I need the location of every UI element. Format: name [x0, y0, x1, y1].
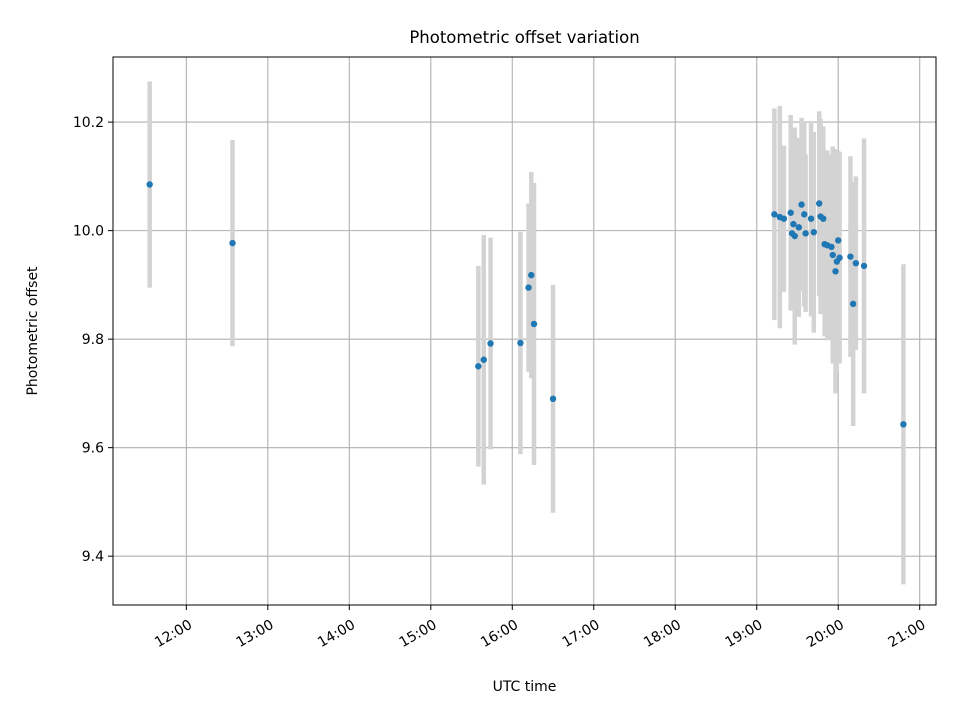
- data-point: [787, 209, 794, 216]
- data-point: [791, 232, 798, 240]
- data-point: [771, 211, 778, 218]
- y-tick-label: 10.2: [73, 115, 104, 131]
- data-point: [807, 215, 815, 222]
- y-axis-label: Photometric offset: [25, 266, 41, 396]
- chart-title: Photometric offset variation: [409, 28, 639, 47]
- data-point: [828, 243, 835, 251]
- data-point: [528, 271, 535, 279]
- data-point: [849, 300, 857, 308]
- grid: [113, 57, 936, 605]
- data-point: [802, 230, 809, 237]
- y-tick-label: 9.4: [82, 549, 104, 565]
- y-tick-label: 9.6: [82, 441, 104, 457]
- data-point: [475, 363, 482, 370]
- data-point: [836, 254, 843, 261]
- data-point: [852, 259, 860, 267]
- data-point: [801, 211, 808, 218]
- data-point: [829, 251, 836, 259]
- data-points: [146, 181, 907, 428]
- data-point: [798, 201, 805, 208]
- data-point: [530, 320, 538, 328]
- y-tick-label: 9.8: [82, 332, 104, 348]
- plot-frame: [112, 56, 937, 606]
- data-point: [816, 200, 823, 207]
- data-point: [835, 237, 842, 244]
- y-tick-label: 10.0: [73, 224, 104, 240]
- data-point: [810, 229, 817, 236]
- data-point: [820, 215, 827, 222]
- data-point: [860, 262, 868, 270]
- data-point: [795, 224, 803, 231]
- data-point: [517, 339, 524, 347]
- data-point: [480, 356, 487, 363]
- data-point: [900, 421, 907, 428]
- data-point: [847, 253, 854, 260]
- data-point: [780, 215, 788, 222]
- data-point: [229, 239, 236, 247]
- y-axis-ticks: 9.4 9.6 9.8 10.0 10.2: [73, 115, 113, 565]
- data-point: [525, 284, 532, 291]
- data-point: [549, 395, 557, 403]
- x-axis-label: UTC time: [493, 679, 557, 695]
- data-point: [487, 340, 494, 347]
- data-point: [146, 181, 153, 188]
- data-point: [832, 268, 839, 275]
- data-point: [790, 220, 797, 228]
